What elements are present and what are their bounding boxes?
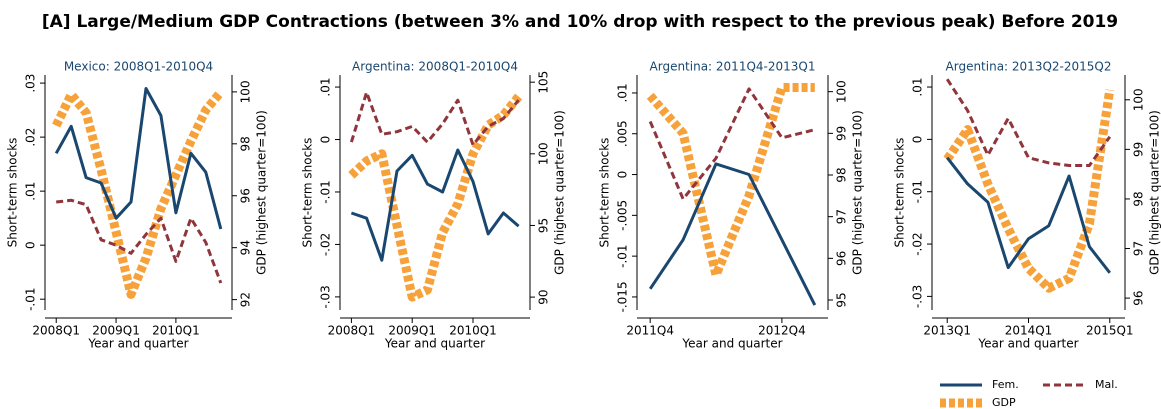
series-line [350,148,520,262]
y-axis-label: Short-term shocks [6,138,20,248]
y2-tick-label: 100 [835,80,849,103]
y-tick-label: .01 [616,83,630,102]
y2-tick-label: 90 [537,289,551,304]
x-tick-label: 2010Q1 [449,324,497,338]
y-tick-label: -.03 [911,285,925,308]
y2-tick-label: 96 [835,251,849,266]
legend-label: Mal. [1095,378,1118,391]
series-line [648,162,817,306]
y-tick-label: -.005 [616,200,630,231]
series-line [52,89,225,299]
y2-tick-label: 100 [537,142,551,165]
y2-tick-label: 96 [1132,290,1146,305]
y2-axis-label: GDP (highest quarter=100) [1148,110,1161,275]
y2-tick-label: 95 [835,292,849,307]
y-tick-label: .005 [616,120,630,147]
panel-title: Mexico: 2008Q1-2010Q4 [64,60,213,74]
y2-tick-label: 97 [835,209,849,224]
x-tick-label: 2010Q1 [152,324,200,338]
x-tick-label: 2011Q4 [626,324,674,338]
series-line [646,83,815,280]
x-tick-label: 2008Q1 [328,324,376,338]
y2-tick-label: 98 [835,167,849,182]
y2-tick-label: 98 [239,136,253,151]
y2-tick-label: 99 [835,126,849,141]
y2-tick-label: 94 [239,240,253,255]
x-tick-label: 2009Q1 [92,324,140,338]
x-tick-label: 2014Q1 [1005,324,1053,338]
y2-axis-label: GDP (highest quarter=100) [255,110,269,275]
y-tick-label: 0 [616,171,630,179]
y2-tick-label: 100 [1132,88,1146,111]
panel-title: Argentina: 2008Q1-2010Q4 [352,60,518,74]
series-line [946,156,1111,274]
series-line [348,93,523,302]
y2-axis-label: GDP (highest quarter=100) [851,110,865,275]
legend-label: GDP [992,396,1016,409]
y-tick-label: 0 [911,136,925,144]
series-line [648,87,816,201]
x-tick-label: 2009Q1 [388,324,436,338]
series-line [349,90,520,147]
x-axis-label: Year and quarter [681,337,782,351]
y-tick-label: .02 [24,128,38,147]
y-tick-label: 0 [24,241,38,249]
y2-tick-label: 96 [239,188,253,203]
y-tick-label: -.015 [616,281,630,312]
x-axis-label: Year and quarter [87,337,188,351]
x-tick-label: 2008Q1 [32,324,80,338]
series-line [943,89,1115,293]
y-tick-label: -.01 [319,180,333,203]
x-tick-label: 2015Q1 [1086,324,1134,338]
y-tick-label: -.02 [911,232,925,255]
y-tick-label: -.03 [319,285,333,308]
y-axis-label: Short-term shocks [893,138,907,248]
y-tick-label: 0 [319,136,333,144]
y-axis-label: Short-term shocks [301,138,315,248]
y-axis-label: Short-term shocks [598,138,612,248]
x-axis-label: Year and quarter [977,337,1078,351]
x-axis-label: Year and quarter [384,337,485,351]
y2-tick-label: 100 [239,80,253,103]
y2-tick-label: 92 [239,292,253,307]
y-tick-label: .01 [911,77,925,96]
y2-axis-label: GDP (highest quarter=100) [553,110,567,275]
panel-title: Argentina: 2013Q2-2015Q2 [946,60,1112,74]
y2-tick-label: 98 [1132,191,1146,206]
y-tick-label: .03 [24,74,38,93]
figure-title: [A] Large/Medium GDP Contractions (betwe… [42,12,1118,32]
y2-tick-label: 105 [537,71,551,94]
panel-title: Argentina: 2011Q4-2013Q1 [650,60,816,74]
y2-tick-label: 97 [1132,241,1146,256]
y-tick-label: -.01 [911,180,925,203]
y2-tick-label: 99 [1132,142,1146,157]
series-line [56,198,223,284]
y-tick-label: .01 [319,78,333,97]
series-line [54,87,223,230]
y-tick-label: .01 [24,182,38,201]
x-tick-label: 2013Q1 [923,324,971,338]
y-tick-label: -.02 [319,233,333,256]
x-tick-label: 2012Q4 [758,324,806,338]
y-tick-label: -.01 [24,287,38,310]
legend-label: Fem. [992,378,1019,391]
y-tick-label: -.01 [616,244,630,267]
y2-tick-label: 95 [537,218,551,233]
